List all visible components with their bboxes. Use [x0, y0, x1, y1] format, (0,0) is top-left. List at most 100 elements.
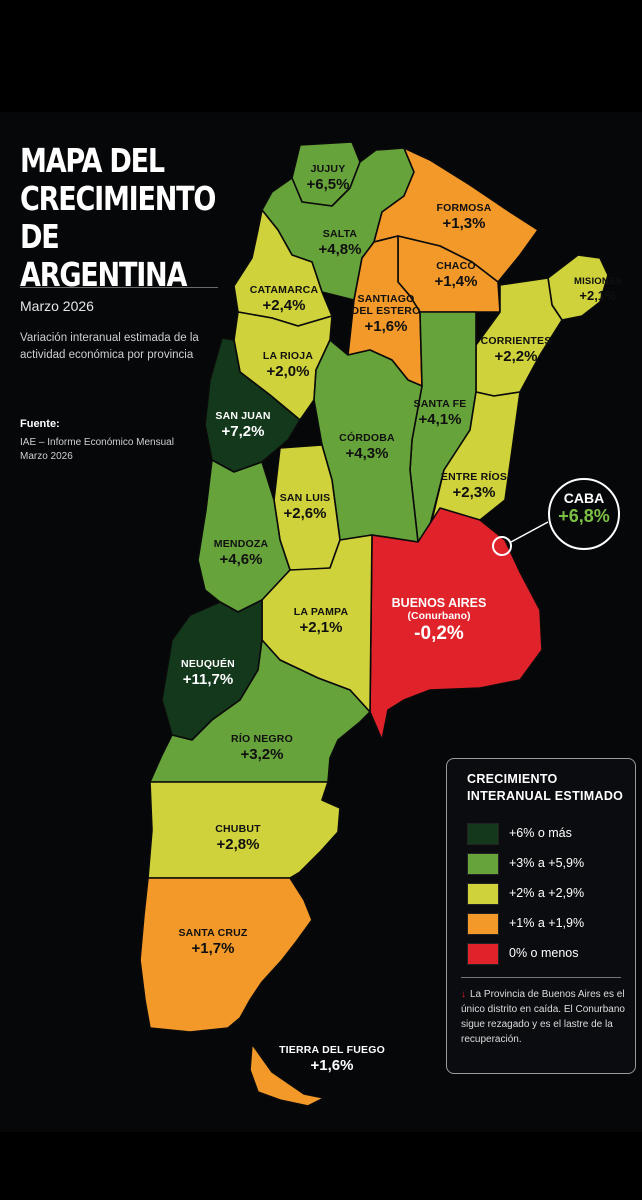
caba-callout-line	[510, 521, 549, 543]
province-name: CHACO	[436, 260, 476, 272]
date-label: Marzo 2026	[20, 298, 94, 314]
province-value: +2,8%	[216, 836, 260, 853]
legend-title: CRECIMIENTO INTERANUAL ESTIMADO	[467, 771, 623, 805]
label-neuquen: NEUQUÉN +11,7%	[181, 658, 235, 688]
province-value: +4,8%	[318, 241, 362, 258]
province-name: CÓRDOBA	[339, 432, 395, 444]
province-value: +4,1%	[418, 411, 462, 428]
province-name: CHUBUT	[215, 823, 261, 835]
province-name: JUJUY	[310, 163, 346, 175]
legend-label: +6% o más	[509, 826, 572, 840]
province-name: TIERRA DEL FUEGO	[279, 1044, 385, 1056]
province-name: BUENOS AIRES	[391, 596, 487, 610]
province-name: CATAMARCA	[249, 284, 319, 296]
label-catamarca: CATAMARCA +2,4%	[250, 284, 318, 314]
province-value: +1,6%	[310, 1057, 354, 1074]
source-label: Fuente:	[20, 418, 60, 430]
province-value: +1,3%	[442, 215, 486, 232]
province-value: +1,7%	[191, 940, 235, 957]
caba-callout[interactable]: CABA +6,8%	[548, 478, 620, 550]
legend-label: +1% a +1,9%	[509, 916, 585, 930]
label-tierra-del-fuego: TIERRA DEL FUEGO +1,6%	[279, 1044, 385, 1074]
province-value: +2,6%	[283, 505, 327, 522]
label-buenos-aires: BUENOS AIRES (Conurbano) -0,2%	[392, 596, 487, 645]
province-name: LA RIOJA	[262, 350, 314, 362]
label-formosa: FORMOSA +1,3%	[436, 202, 491, 232]
province-value: +2,1%	[299, 619, 343, 636]
legend-divider	[461, 977, 621, 978]
province-value: +7,2%	[221, 423, 265, 440]
label-cordoba: CÓRDOBA +4,3%	[339, 432, 395, 462]
legend-label: 0% o menos	[509, 946, 579, 960]
province-value: +1,4%	[434, 273, 478, 290]
province-san-juan[interactable]	[204, 337, 301, 473]
province-name: ENTRE RÍOS	[440, 471, 508, 483]
legend-swatch	[467, 853, 499, 875]
province-name: SAN JUAN	[215, 410, 271, 422]
caba-marker[interactable]	[492, 536, 512, 556]
label-corrientes: CORRIENTES +2,2%	[481, 335, 552, 365]
label-jujuy: JUJUY +6,5%	[307, 163, 350, 193]
province-value: +11,7%	[182, 671, 234, 688]
province-value: +4,3%	[345, 445, 389, 462]
label-santiago-del-estero: SANTIAGO DEL ESTERO +1,6%	[352, 293, 421, 335]
legend-note: ↓ La Provincia de Buenos Aires es el únic…	[461, 987, 629, 1047]
province-name: NEUQUÉN	[181, 658, 235, 670]
legend-swatch	[467, 943, 499, 965]
legend-swatch	[467, 913, 499, 935]
province-name: SANTA FE	[413, 398, 467, 410]
legend-note-text: La Provincia de Buenos Aires es el único…	[461, 989, 625, 1045]
label-santa-fe: SANTA FE +4,1%	[414, 398, 467, 428]
province-name: MISIONES	[573, 276, 623, 287]
caba-value: +6,8%	[558, 506, 610, 526]
label-entre-rios: ENTRE RÍOS +2,3%	[441, 471, 507, 501]
title-line-2: CRECIMIENTO	[20, 179, 216, 218]
province-name: FORMOSA	[436, 202, 492, 214]
province-value: +2,2%	[494, 348, 538, 365]
province-value: +3,2%	[240, 746, 284, 763]
label-la-rioja: LA RIOJA +2,0%	[263, 350, 313, 380]
title-divider	[20, 287, 218, 288]
province-tierra-del-fuego[interactable]	[249, 1043, 325, 1107]
source-text: IAE – Informe Económico Mensual Marzo 20…	[20, 436, 220, 464]
province-name: MENDOZA	[213, 538, 269, 550]
province-name-line-2: DEL ESTERO	[351, 305, 421, 317]
province-name: SALTA	[322, 228, 358, 240]
province-name: LA PAMPA	[293, 606, 349, 618]
province-name-line-1: SANTIAGO	[357, 293, 415, 305]
province-value: +2,3%	[452, 484, 496, 501]
source-line-1: IAE – Informe Económico Mensual	[20, 437, 174, 448]
legend-title-line-2: INTERANUAL ESTIMADO	[467, 789, 624, 803]
label-chaco: CHACO +1,4%	[435, 260, 478, 290]
province-value: +2,0%	[266, 363, 310, 380]
title-line-1: MAPA DEL	[20, 141, 165, 180]
province-name: RÍO NEGRO	[231, 733, 293, 745]
label-mendoza: MENDOZA +4,6%	[214, 538, 268, 568]
label-la-pampa: LA PAMPA +2,1%	[294, 606, 349, 636]
label-salta: SALTA +4,8%	[319, 228, 362, 258]
label-rio-negro: RÍO NEGRO +3,2%	[231, 733, 293, 763]
province-value: +2,1%	[579, 288, 617, 303]
province-name: SANTA CRUZ	[178, 927, 248, 939]
legend-swatch	[467, 823, 499, 845]
province-value: -0,2%	[414, 623, 464, 644]
legend-label: +3% a +5,9%	[509, 856, 585, 870]
label-chubut: CHUBUT +2,8%	[215, 823, 261, 853]
legend-title-line-1: CRECIMIENTO	[467, 772, 558, 786]
province-santa-cruz[interactable]	[139, 877, 313, 1033]
subtitle-text: Variación interanual estimada de la acti…	[20, 332, 199, 361]
label-san-juan: SAN JUAN +7,2%	[215, 410, 270, 440]
province-chubut[interactable]	[147, 781, 341, 879]
legend-swatch	[467, 883, 499, 905]
legend-box: CRECIMIENTO INTERANUAL ESTIMADO +6% o má…	[446, 758, 636, 1074]
province-value: +6,5%	[306, 176, 350, 193]
down-arrow-icon: ↓	[461, 989, 466, 1000]
province-value: +4,6%	[219, 551, 263, 568]
legend-label: +2% a +2,9%	[509, 886, 585, 900]
label-santa-cruz: SANTA CRUZ +1,7%	[178, 927, 247, 957]
province-name: CORRIENTES	[480, 335, 552, 347]
province-note: (Conurbano)	[407, 610, 471, 622]
province-buenos-aires[interactable]	[369, 507, 543, 741]
caba-name: CABA	[563, 490, 605, 506]
